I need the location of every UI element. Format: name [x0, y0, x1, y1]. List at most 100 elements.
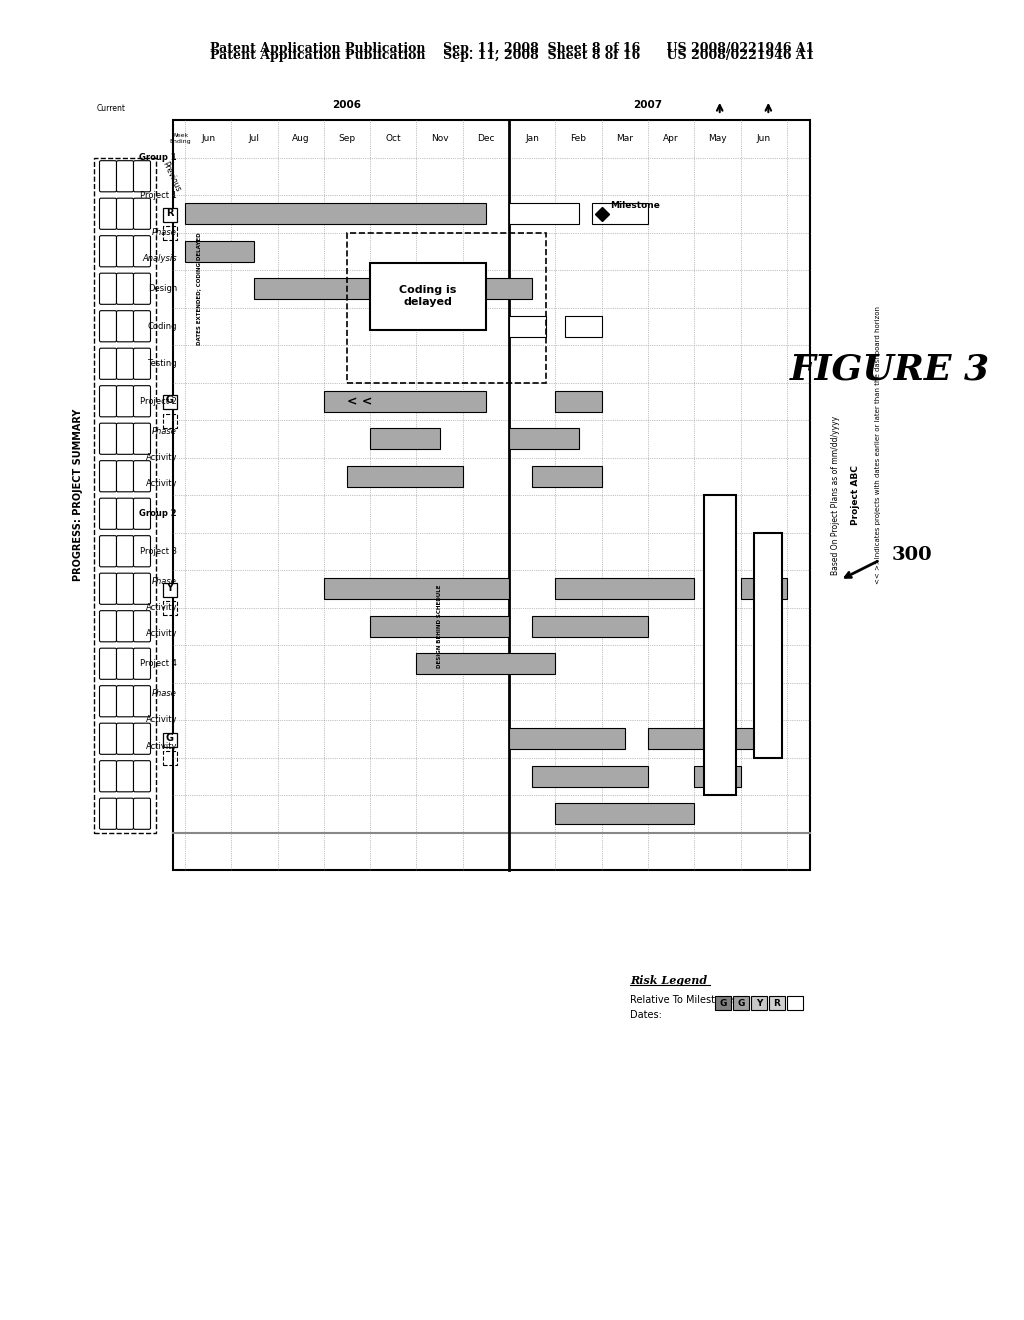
Text: Project ABC: Project ABC	[851, 465, 859, 525]
FancyBboxPatch shape	[117, 161, 133, 191]
Text: Aug: Aug	[292, 135, 309, 144]
FancyBboxPatch shape	[133, 461, 151, 492]
Bar	[751, 997, 767, 1010]
Text: << >>Indicates projects with dates earlier or later than the dashboard horizon: << >>Indicates projects with dates earli…	[874, 306, 881, 583]
Text: 2007: 2007	[634, 100, 663, 110]
FancyBboxPatch shape	[117, 310, 133, 342]
Bar	[740, 578, 786, 599]
Text: Analysis: Analysis	[142, 255, 177, 263]
FancyBboxPatch shape	[99, 348, 117, 379]
Text: Design: Design	[147, 284, 177, 293]
Text: Mar: Mar	[616, 135, 633, 144]
Text: Phase: Phase	[153, 577, 177, 586]
Bar	[417, 653, 555, 675]
Text: FIGURE 3: FIGURE 3	[790, 352, 990, 387]
Text: Feb: Feb	[570, 135, 587, 144]
FancyBboxPatch shape	[99, 573, 117, 605]
Bar	[715, 997, 731, 1010]
Text: 300: 300	[892, 546, 933, 564]
Bar	[555, 578, 694, 599]
Text: Apr: Apr	[664, 135, 679, 144]
Text: < <: < <	[347, 395, 373, 408]
Text: R: R	[773, 998, 780, 1007]
Bar	[509, 315, 546, 337]
Text: DESIGN BEHIND SCHEDULE: DESIGN BEHIND SCHEDULE	[437, 585, 442, 668]
Bar	[648, 729, 764, 748]
FancyBboxPatch shape	[99, 760, 117, 792]
FancyBboxPatch shape	[99, 236, 117, 267]
Text: Phase: Phase	[153, 426, 177, 436]
Text: Group 2: Group 2	[139, 510, 177, 519]
Bar	[163, 226, 177, 240]
Text: G: G	[166, 395, 174, 405]
Bar	[163, 733, 177, 747]
Text: Milestone: Milestone	[609, 201, 659, 210]
Text: Project 1: Project 1	[140, 190, 177, 199]
Text: Relative To Milestone: Relative To Milestone	[630, 995, 733, 1005]
Bar	[254, 279, 532, 300]
FancyBboxPatch shape	[117, 685, 133, 717]
Bar	[509, 729, 625, 748]
Bar	[593, 203, 648, 224]
FancyBboxPatch shape	[117, 198, 133, 230]
FancyBboxPatch shape	[133, 685, 151, 717]
FancyBboxPatch shape	[117, 385, 133, 417]
FancyBboxPatch shape	[133, 273, 151, 305]
FancyBboxPatch shape	[117, 648, 133, 680]
Bar	[185, 242, 254, 261]
FancyBboxPatch shape	[133, 424, 151, 454]
Bar	[163, 413, 177, 428]
Text: May: May	[708, 135, 727, 144]
Bar	[371, 263, 486, 330]
Text: Activity: Activity	[145, 715, 177, 725]
FancyBboxPatch shape	[99, 536, 117, 566]
Bar	[347, 466, 463, 487]
Text: Y: Y	[167, 582, 173, 593]
FancyBboxPatch shape	[99, 461, 117, 492]
FancyBboxPatch shape	[133, 723, 151, 754]
Text: Based On Project Plans as of mm/dd/yyyy: Based On Project Plans as of mm/dd/yyyy	[830, 416, 840, 574]
FancyBboxPatch shape	[99, 310, 117, 342]
FancyBboxPatch shape	[133, 385, 151, 417]
Text: Previous: Previous	[160, 160, 182, 193]
Text: Dates:: Dates:	[630, 1010, 662, 1020]
Text: R: R	[166, 207, 174, 218]
FancyBboxPatch shape	[117, 273, 133, 305]
Bar	[532, 616, 648, 636]
Text: G: G	[166, 733, 174, 743]
FancyBboxPatch shape	[99, 723, 117, 754]
FancyBboxPatch shape	[117, 799, 133, 829]
Text: Activity: Activity	[145, 479, 177, 488]
Bar	[347, 232, 546, 383]
Text: G: G	[737, 998, 744, 1007]
Text: Jun: Jun	[757, 135, 771, 144]
FancyBboxPatch shape	[117, 424, 133, 454]
Bar	[694, 766, 740, 787]
Bar	[163, 601, 177, 615]
FancyBboxPatch shape	[99, 611, 117, 642]
FancyBboxPatch shape	[133, 310, 151, 342]
FancyBboxPatch shape	[133, 348, 151, 379]
Text: Project 3: Project 3	[140, 546, 177, 556]
FancyBboxPatch shape	[99, 273, 117, 305]
Text: Project 2: Project 2	[140, 397, 177, 405]
Bar	[324, 391, 486, 412]
Text: G: G	[719, 998, 727, 1007]
Text: Group 1: Group 1	[139, 153, 177, 162]
Bar	[509, 429, 579, 449]
Bar	[371, 616, 509, 636]
FancyBboxPatch shape	[133, 161, 151, 191]
Text: Patent Application Publication    Sep. 11, 2008  Sheet 8 of 16      US 2008/0221: Patent Application Publication Sep. 11, …	[210, 42, 814, 55]
Text: Jul: Jul	[249, 135, 260, 144]
Text: Jun: Jun	[201, 135, 215, 144]
Bar	[371, 429, 439, 449]
FancyBboxPatch shape	[99, 161, 117, 191]
Bar	[185, 203, 486, 224]
Text: Sep: Sep	[339, 135, 355, 144]
FancyBboxPatch shape	[133, 536, 151, 566]
FancyBboxPatch shape	[99, 799, 117, 829]
Text: Coding is
delayed: Coding is delayed	[399, 285, 457, 308]
FancyBboxPatch shape	[99, 648, 117, 680]
Bar	[532, 466, 602, 487]
Bar	[733, 997, 749, 1010]
